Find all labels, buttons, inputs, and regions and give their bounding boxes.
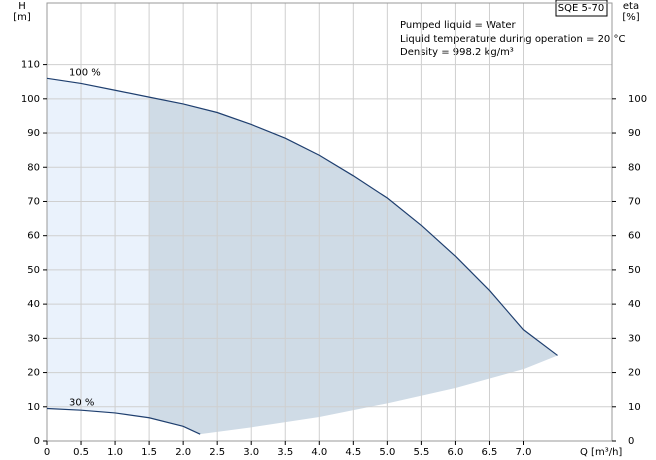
y-tick-label: 0 bbox=[34, 436, 40, 447]
y-tick-label: 80 bbox=[27, 162, 40, 173]
y2-tick-label: 20 bbox=[628, 368, 641, 379]
y2-tick-label: 100 bbox=[628, 94, 647, 105]
x-tick-label: 6.0 bbox=[447, 447, 463, 458]
y2-tick-label: 60 bbox=[628, 231, 641, 242]
y-tick-label: 110 bbox=[21, 60, 40, 71]
curve-label: 30 % bbox=[69, 397, 94, 408]
x-tick-label: 5.5 bbox=[413, 447, 429, 458]
y-tick-label: 70 bbox=[27, 196, 40, 207]
y-tick-label: 10 bbox=[27, 402, 40, 413]
x-tick-label: 3.5 bbox=[277, 447, 293, 458]
y-tick-label: 30 bbox=[27, 333, 40, 344]
x-tick-label: 1.5 bbox=[141, 447, 157, 458]
y-tick-label: 40 bbox=[27, 299, 40, 310]
y-tick-label: 100 bbox=[21, 94, 40, 105]
y-tick-label: 60 bbox=[27, 231, 40, 242]
y-axis-label: H bbox=[18, 1, 26, 12]
curve-label: 100 % bbox=[69, 67, 101, 78]
curve bbox=[46, 407, 201, 435]
x-tick-label: 7.0 bbox=[516, 447, 532, 458]
curve bbox=[46, 77, 558, 356]
y2-tick-label: 70 bbox=[628, 196, 641, 207]
y2-tick-label: 0 bbox=[628, 436, 634, 447]
x-tick-label: 5.0 bbox=[379, 447, 395, 458]
y-tick-label: 50 bbox=[27, 265, 40, 276]
y2-axis-unit: [%] bbox=[622, 12, 639, 23]
plot-frame bbox=[46, 2, 613, 442]
x-tick-label: 2.5 bbox=[209, 447, 225, 458]
annotation: Pumped liquid = Water bbox=[400, 20, 517, 31]
model-box bbox=[555, 0, 608, 17]
x-tick-label: 3.0 bbox=[243, 447, 259, 458]
x-tick-label: 4.0 bbox=[311, 447, 327, 458]
y-axis-unit: [m] bbox=[13, 12, 31, 23]
x-tick-label: 4.5 bbox=[345, 447, 361, 458]
annotation: Liquid temperature during operation = 20… bbox=[400, 34, 625, 45]
x-tick-label: 0.5 bbox=[73, 447, 89, 458]
annotation: Density = 998.2 kg/m³ bbox=[400, 47, 514, 58]
y2-tick-label: 90 bbox=[628, 128, 641, 139]
y2-tick-label: 50 bbox=[628, 265, 641, 276]
y2-tick-label: 80 bbox=[628, 162, 641, 173]
y-tick-label: 20 bbox=[27, 368, 40, 379]
x-tick-label: 6.5 bbox=[482, 447, 498, 458]
y2-tick-label: 10 bbox=[628, 402, 641, 413]
x-tick-label: 2.0 bbox=[175, 447, 191, 458]
x-tick-label: 0 bbox=[44, 447, 50, 458]
y2-axis-label: eta bbox=[623, 1, 639, 12]
y2-tick-label: 30 bbox=[628, 333, 641, 344]
x-tick-label: 1.0 bbox=[107, 447, 123, 458]
x-axis-label: Q [m³/h] bbox=[580, 447, 622, 458]
y-tick-label: 90 bbox=[27, 128, 40, 139]
low-flow-area bbox=[47, 78, 150, 418]
model-label: SQE 5-70 bbox=[558, 3, 604, 14]
y2-tick-label: 40 bbox=[628, 299, 641, 310]
